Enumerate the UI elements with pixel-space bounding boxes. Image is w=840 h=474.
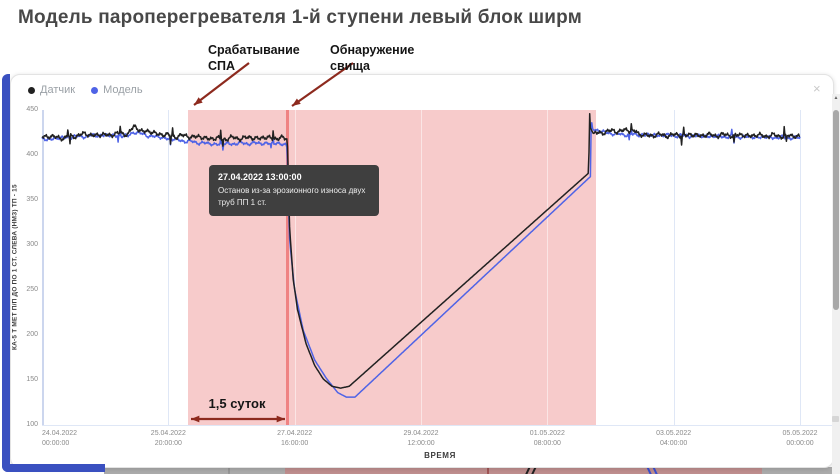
x-axis-title: ВРЕМЯ [424,451,456,460]
next-panel-gridline [228,467,230,474]
model-dot-icon [91,86,99,94]
y-axis-title: КА-5 Т МЕТ П/П ДО ПО 1 СТ. СЛЕВА (НМЗ) Т… [11,184,19,350]
chart-legend: Датчик Модель [28,84,143,96]
duration-label: 1,5 суток [208,396,266,411]
annotation-leak-detected: Обнаружение свища [330,42,414,74]
annotation-spa-line1: Срабатывание [208,43,300,57]
scrollbar-thumb[interactable] [833,110,839,310]
close-icon[interactable]: × [813,81,821,96]
annotation-spa-line2: СПА [208,59,236,73]
next-panel-region [285,467,762,474]
tooltip-text: Останов из-за эрозионного износа двух тр… [218,186,366,207]
next-panel-event-line [487,467,489,474]
legend-label-model: Модель [103,84,143,96]
legend-label-sensor: Датчик [40,84,76,96]
annotation-leak-line1: Обнаружение [330,43,415,57]
legend-item-model[interactable]: Модель [91,84,143,96]
tooltip-timestamp: 27.04.2022 13:00:00 [218,172,302,182]
card-accent-left [2,74,10,472]
card-accent-bottom [2,464,105,472]
event-tooltip: 27.04.2022 13:00:00 Останов из-за эрозио… [209,165,379,216]
annotation-leak-line2: свища [330,59,370,73]
scrollbar-up-icon[interactable]: ▲ [833,95,839,101]
next-panel-strip [104,465,840,474]
legend-item-sensor[interactable]: Датчик [28,84,75,96]
sensor-dot-icon [28,86,35,94]
page-title: Модель пароперегревателя 1-й ступени лев… [18,7,582,28]
annotation-spa-trigger: Срабатывание СПА [208,42,300,74]
chart-card [10,74,834,468]
scrollbar-marker-icon [832,416,839,422]
